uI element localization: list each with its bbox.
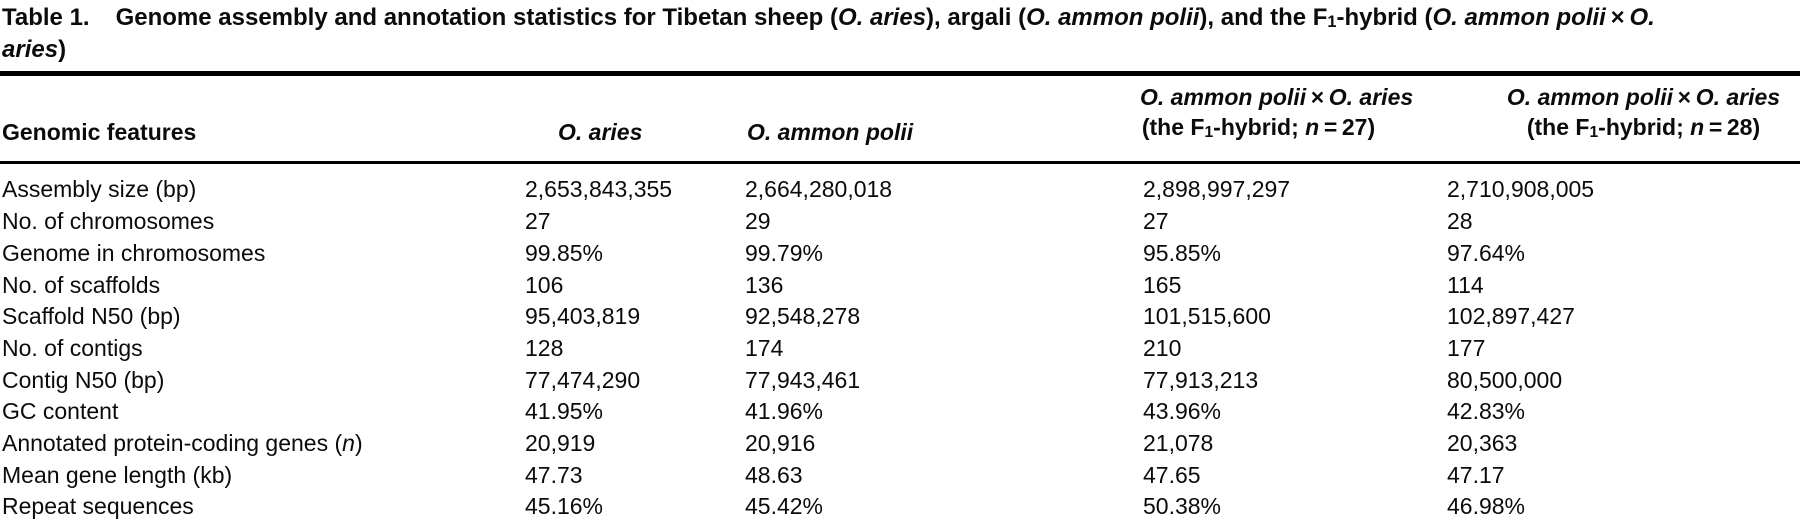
- value-cell: 174: [745, 334, 784, 361]
- value-cell: 101,515,600: [1143, 303, 1271, 330]
- table-title-text-continued: aries): [2, 35, 67, 63]
- value-cell: 136: [745, 271, 784, 298]
- column-header-line: (the F1-hybrid; n = 27): [1141, 113, 1376, 141]
- value-cell: 95,403,819: [525, 303, 641, 330]
- value-cell: 41.96%: [745, 398, 824, 425]
- value-cell: 41.95%: [525, 398, 604, 425]
- table-body: Assembly size (bp) 2,653,843,355 2,664,280…: [0, 163, 1800, 523]
- value-cell: 2,653,843,355: [525, 176, 673, 203]
- value-cell: 27: [1143, 208, 1169, 235]
- value-cell: 210: [1143, 334, 1182, 361]
- column-header-o-ammon-polii: O. ammon polii: [745, 75, 1140, 165]
- value-cell: 77,913,213: [1143, 366, 1259, 393]
- value-cell: 99.79%: [745, 239, 824, 266]
- value-cell: 2,710,908,005: [1447, 176, 1595, 203]
- value-cell: 46.98%: [1447, 493, 1526, 520]
- genome-statistics-table: Genomic features O. aries O. ammon polii O.…: [0, 75, 1800, 523]
- value-cell: 27: [525, 208, 551, 235]
- feature-cell: Repeat sequences: [2, 493, 194, 520]
- column-header-line: O. ammon polii: [747, 119, 914, 146]
- value-cell: 47.73: [525, 461, 583, 488]
- table-row: Scaffold N50 (bp) 95,403,819 92,548,278 101…: [0, 301, 1800, 333]
- value-cell: 177: [1447, 334, 1486, 361]
- value-cell: 43.96%: [1143, 398, 1222, 425]
- feature-cell: Annotated protein-coding genes (n): [2, 430, 363, 457]
- value-cell: 77,474,290: [525, 366, 641, 393]
- value-cell: 20,919: [525, 430, 596, 457]
- feature-cell: Contig N50 (bp): [2, 366, 165, 393]
- value-cell: 80,500,000: [1447, 366, 1563, 393]
- value-cell: 2,898,997,297: [1143, 176, 1291, 203]
- table-header-row: Genomic features O. aries O. ammon polii O.…: [0, 75, 1800, 165]
- value-cell: 92,548,278: [745, 303, 861, 330]
- feature-cell: Mean gene length (kb): [2, 461, 233, 488]
- value-cell: 42.83%: [1447, 398, 1526, 425]
- value-cell: 77,943,461: [745, 366, 861, 393]
- column-header-f1-hybrid-n28: O. ammon polii × O. aries (the F1-hybrid;…: [1447, 75, 1800, 165]
- value-cell: 45.16%: [525, 493, 604, 520]
- table-row: No. of chromosomes 27 29 27 28: [0, 206, 1800, 238]
- table-header: Genomic features O. aries O. ammon polii O.…: [0, 75, 1800, 165]
- table-row: Repeat sequences 45.16% 45.42% 50.38% 46.98%: [0, 491, 1800, 523]
- value-cell: 97.64%: [1447, 239, 1526, 266]
- feature-cell: Scaffold N50 (bp): [2, 303, 181, 330]
- feature-cell: Genome in chromosomes: [2, 239, 266, 266]
- table-title-text: Genome assembly and annotation statistic…: [115, 4, 1655, 31]
- value-cell: 21,078: [1143, 430, 1214, 457]
- value-cell: 47.65: [1143, 461, 1201, 488]
- value-cell: 20,916: [745, 430, 816, 457]
- table-row: Mean gene length (kb) 47.73 48.63 47.65 47.1…: [0, 460, 1800, 492]
- column-header-line: O. aries: [558, 119, 643, 146]
- feature-cell: No. of chromosomes: [2, 208, 215, 235]
- value-cell: 114: [1447, 271, 1484, 298]
- value-cell: 2,664,280,018: [745, 176, 893, 203]
- top-rule: [0, 70, 1800, 76]
- value-cell: 128: [525, 334, 564, 361]
- table-title-line-2: aries): [2, 36, 1800, 63]
- column-header-line: (the F1-hybrid; n = 28): [1526, 113, 1761, 141]
- table-title: Table 1. Genome assembly and annotation s…: [0, 4, 1800, 63]
- column-header-line: Genomic features: [2, 119, 197, 146]
- column-header-f1-hybrid-n27: O. ammon polii × O. aries (the F1-hybrid;…: [1140, 75, 1447, 165]
- feature-cell: GC content: [2, 398, 119, 425]
- table-row: No. of contigs 128 174 210 177: [0, 333, 1800, 365]
- value-cell: 45.42%: [745, 493, 824, 520]
- table-number-label: Table 1.: [2, 4, 90, 31]
- value-cell: 99.85%: [525, 239, 604, 266]
- table-title-line-1: Table 1. Genome assembly and annotation s…: [2, 4, 1800, 36]
- feature-cell: Assembly size (bp): [2, 176, 197, 203]
- table-row: Assembly size (bp) 2,653,843,355 2,664,280…: [0, 163, 1800, 206]
- table-row: Genome in chromosomes 99.85% 99.79% 95.85% 9…: [0, 238, 1800, 270]
- feature-cell: No. of contigs: [2, 334, 143, 361]
- table-row: No. of scaffolds 106 136 165 114: [0, 270, 1800, 302]
- value-cell: 50.38%: [1143, 493, 1222, 520]
- column-header-line: O. ammon polii × O. aries: [1140, 83, 1414, 110]
- table-row: Annotated protein-coding genes (n) 20,919…: [0, 428, 1800, 460]
- table-row: GC content 41.95% 41.96% 43.96% 42.83%: [0, 396, 1800, 428]
- value-cell: 28: [1447, 208, 1473, 235]
- value-cell: 102,897,427: [1447, 303, 1575, 330]
- table-row: Contig N50 (bp) 77,474,290 77,943,461 77,91…: [0, 365, 1800, 397]
- column-header-line: O. ammon polii × O. aries: [1506, 83, 1781, 110]
- value-cell: 20,363: [1447, 430, 1518, 457]
- value-cell: 48.63: [745, 461, 803, 488]
- value-cell: 95.85%: [1143, 239, 1222, 266]
- value-cell: 29: [745, 208, 771, 235]
- column-header-o-aries: O. aries: [522, 75, 745, 165]
- value-cell: 47.17: [1447, 461, 1505, 488]
- value-cell: 165: [1143, 271, 1182, 298]
- value-cell: 106: [525, 271, 564, 298]
- column-header-genomic-features: Genomic features: [0, 75, 522, 165]
- feature-cell: No. of scaffolds: [2, 271, 161, 298]
